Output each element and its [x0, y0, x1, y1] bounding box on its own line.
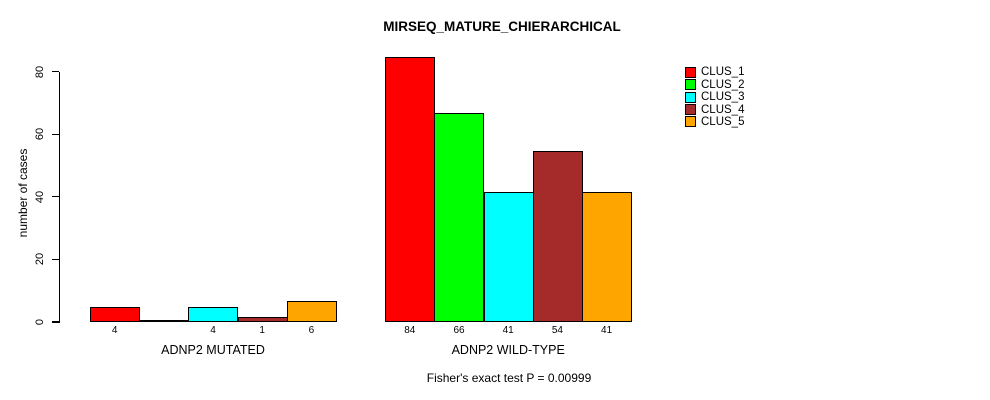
- y-axis-label: number of cases: [16, 148, 30, 238]
- legend-swatch-clus-5: [685, 116, 696, 128]
- bar-value-label: 4: [210, 325, 216, 336]
- bar-clus-1-adnp2-wild-type: [385, 57, 435, 322]
- bar-clus-5-adnp2-wild-type: [582, 192, 632, 322]
- legend-item-clus-5: CLUS_5: [685, 116, 744, 128]
- group-label-adnp2-mutated: ADNP2 MUTATED: [161, 343, 265, 357]
- legend-item-clus-1: CLUS_1: [685, 66, 744, 78]
- bar-value-label: 41: [601, 325, 613, 336]
- legend-swatch-clus-4: [685, 104, 696, 115]
- bar-value-label: 6: [308, 325, 315, 336]
- legend-item-label: CLUS_1: [701, 66, 745, 79]
- bar-clus-3-adnp2-wild-type: [484, 192, 534, 322]
- bar-clus-4-adnp2-wild-type: [533, 151, 583, 322]
- y-tick: [52, 258, 59, 260]
- y-tick-label: 20: [34, 253, 46, 266]
- y-tick: [52, 196, 59, 198]
- legend-swatch-clus-2: [685, 79, 696, 91]
- bar-value-label: 54: [551, 325, 563, 336]
- y-tick-label: 60: [34, 128, 46, 141]
- bar-clus-2-adnp2-mutated: [139, 320, 189, 322]
- legend-item-clus-4: CLUS_4: [685, 104, 744, 116]
- y-tick: [52, 71, 59, 73]
- bar-clus-5-adnp2-mutated: [287, 301, 337, 322]
- y-axis-line: [58, 71, 60, 323]
- bar-value-label: 1: [259, 325, 265, 336]
- y-tick: [52, 133, 59, 135]
- chart-title: MIRSEQ_MATURE_CHIERARCHICAL: [383, 19, 621, 34]
- group-label-adnp2-wild-type: ADNP2 WILD-TYPE: [451, 343, 565, 357]
- legend-item-clus-3: CLUS_3: [685, 91, 744, 103]
- bar-clus-3-adnp2-mutated: [188, 307, 238, 322]
- legend-item-label: CLUS_4: [701, 103, 745, 116]
- legend-swatch-clus-3: [685, 91, 696, 103]
- legend-swatch-clus-1: [685, 66, 696, 78]
- bar-value-label: 4: [111, 325, 118, 336]
- legend-item-label: CLUS_3: [701, 91, 745, 104]
- bar-value-label: 41: [502, 325, 514, 336]
- legend-item-label: CLUS_2: [701, 78, 745, 91]
- legend-item-clus-2: CLUS_2: [685, 79, 744, 91]
- legend-item-label: CLUS_5: [701, 115, 745, 128]
- y-tick-label: 80: [34, 65, 46, 78]
- bar-value-label: 84: [404, 325, 416, 336]
- bar-clus-2-adnp2-wild-type: [434, 113, 484, 322]
- bar-value-label: 66: [453, 325, 465, 336]
- bar-clus-4-adnp2-mutated: [238, 317, 288, 322]
- y-tick-label: 0: [34, 318, 46, 326]
- y-tick: [52, 321, 59, 323]
- bar-clus-1-adnp2-mutated: [90, 307, 140, 322]
- fisher-test-annotation: Fisher's exact test P = 0.00999: [426, 371, 592, 385]
- y-tick-label: 40: [34, 190, 46, 203]
